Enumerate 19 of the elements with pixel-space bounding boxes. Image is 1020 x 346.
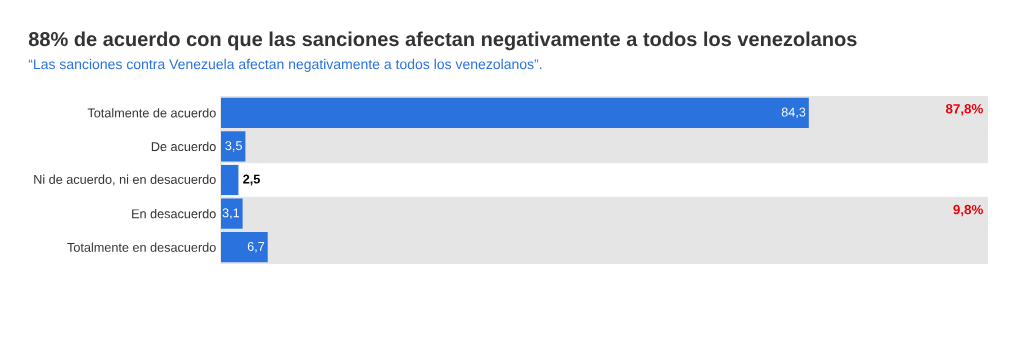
bar [221,198,243,229]
y-tick-label: Ni de acuerdo, ni en desacuerdo [34,174,216,186]
band-label: 87,8% [945,104,983,116]
y-tick-label: Totalmente en desacuerdo [67,242,216,252]
chart-subtitle: “Las sanciones contra Venezuela afectan negativamente a todos los venezolanos”. [28,58,542,72]
data-label: 3,5 [225,141,242,152]
bar [221,232,268,263]
data-label: 2,5 [243,174,260,186]
bar [221,97,809,128]
data-label: 6,7 [247,241,265,253]
y-tick-label: Totalmente de acuerdo [87,108,216,118]
data-label: 84,3 [781,107,806,119]
chart-title: 88% de acuerdo con que las sanciones afectan negativamente a todos los venezolanos [28,31,857,51]
y-tick-label: De acuerdo [151,141,216,152]
band-label: 9,8% [953,204,983,217]
bar [221,164,239,196]
y-tick-label: En desacuerdo [132,208,216,219]
bar [221,131,246,162]
data-label: 3,1 [222,208,240,219]
